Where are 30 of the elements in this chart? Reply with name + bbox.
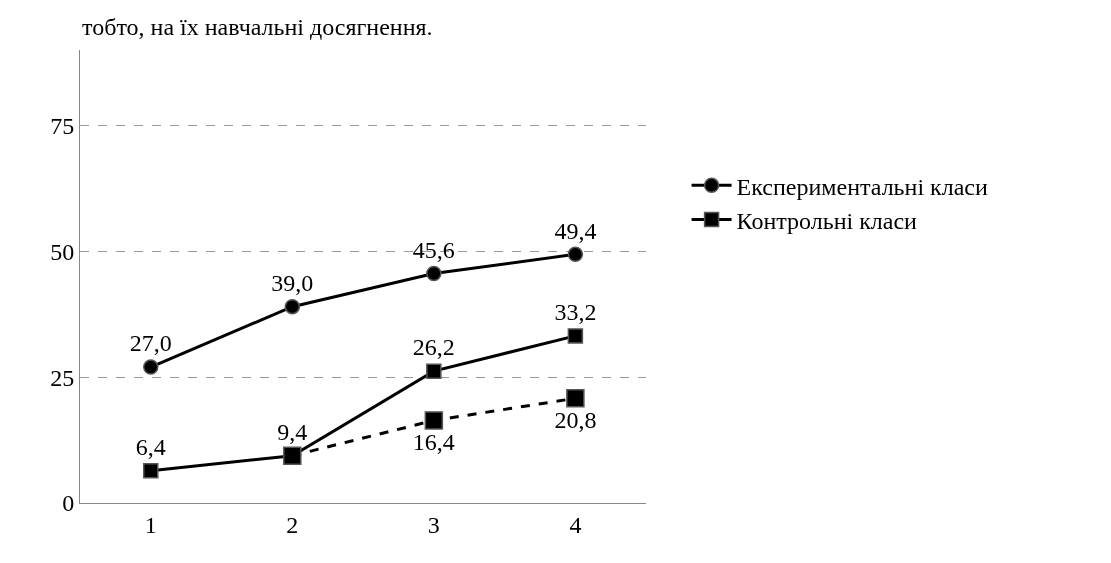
point	[284, 298, 301, 315]
point	[143, 463, 159, 479]
y-tick-label: 75	[50, 112, 75, 139]
data-label: 20,8	[554, 406, 597, 433]
data-label: 39,0	[271, 269, 314, 296]
point	[424, 411, 444, 430]
x-tick-label: 4	[569, 511, 582, 538]
legend-label: Експериментальні класи	[736, 173, 989, 200]
point	[426, 363, 442, 379]
data-label: 45,6	[412, 236, 455, 263]
data-label: 33,2	[554, 299, 597, 326]
x-tick-label: 3	[427, 511, 440, 538]
y-tick-label: 0	[62, 490, 75, 517]
x-tick-label: 1	[144, 511, 157, 538]
data-label: 16,4	[412, 429, 455, 456]
data-label: 49,4	[554, 217, 597, 244]
legend-label: Контрольні класи	[736, 207, 918, 234]
point	[143, 359, 159, 375]
y-tick-label: 50	[50, 238, 75, 265]
data-label: 6,4	[135, 434, 166, 461]
text: тобто, на їх навчальні досягнення.	[82, 14, 433, 40]
y-tick-label: 25	[50, 364, 75, 391]
data-label: 9,4	[277, 418, 308, 445]
point	[567, 328, 584, 344]
data-label: 26,2	[412, 334, 455, 361]
x-tick-label: 2	[286, 511, 299, 538]
point	[567, 246, 584, 263]
data-label: 27,0	[129, 330, 172, 357]
point	[426, 265, 442, 282]
point	[566, 389, 585, 408]
